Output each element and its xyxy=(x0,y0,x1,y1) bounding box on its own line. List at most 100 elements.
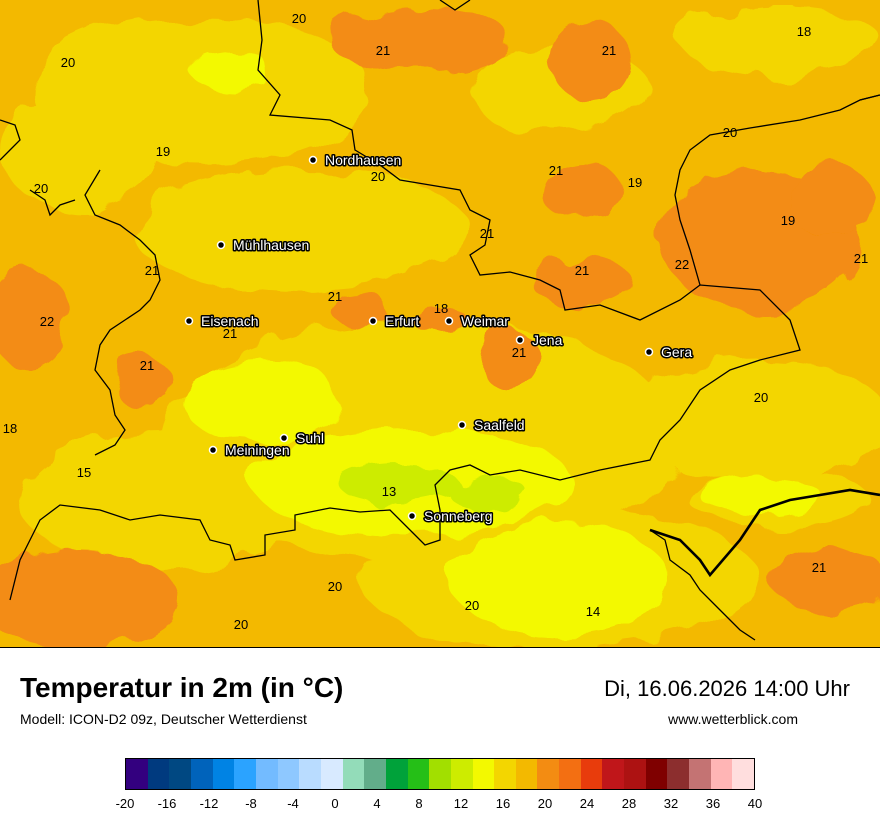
website-link[interactable]: www.wetterblick.com xyxy=(668,711,798,727)
legend-swatch xyxy=(472,759,495,789)
city-marker: Eisenach xyxy=(184,312,260,331)
legend-swatch xyxy=(299,759,321,789)
legend-swatch xyxy=(602,759,625,789)
legend-swatch xyxy=(429,759,451,789)
legend-tick-label: -4 xyxy=(287,796,299,811)
legend-swatch xyxy=(169,759,191,789)
legend-swatch xyxy=(732,759,755,789)
city-marker: Nordhausen xyxy=(308,151,403,170)
temperature-value-label: 14 xyxy=(586,604,600,619)
legend-swatch xyxy=(645,759,668,789)
legend-swatch xyxy=(190,759,213,789)
city-dot xyxy=(368,316,378,326)
city-marker: Meiningen xyxy=(208,441,291,460)
city-marker: Mühlhausen xyxy=(216,236,311,255)
model-subtitle: Modell: ICON-D2 09z, Deutscher Wetterdie… xyxy=(20,711,307,727)
legend-swatch xyxy=(234,759,256,789)
legend-swatch xyxy=(624,759,646,789)
temperature-value-label: 18 xyxy=(434,301,448,316)
city-dot xyxy=(407,511,417,521)
temperature-value-label: 19 xyxy=(628,175,642,190)
temperature-value-label: 18 xyxy=(797,24,811,39)
city-dot xyxy=(444,316,454,326)
legend-tick-label: 4 xyxy=(373,796,381,811)
legend-swatch xyxy=(320,759,343,789)
temperature-value-label: 20 xyxy=(34,181,48,196)
city-marker: Weimar xyxy=(444,312,511,331)
temperature-value-label: 21 xyxy=(480,226,494,241)
temperature-value-label: 20 xyxy=(234,617,248,632)
legend-swatch xyxy=(255,759,278,789)
legend-tick-label: 12 xyxy=(453,796,469,811)
city-dot xyxy=(216,240,226,250)
temperature-map: 20 21 21 18 20 19 20 20 21 19 20 19 21 21 22 21 21 21 18 22… xyxy=(0,0,880,648)
legend-swatch xyxy=(407,759,430,789)
temperature-value-label: 19 xyxy=(781,213,795,228)
legend-tick-label: 20 xyxy=(537,796,553,811)
temperature-value-label: 21 xyxy=(376,43,390,58)
city-name: Jena xyxy=(532,332,563,348)
legend-tick-label: -16 xyxy=(157,796,177,811)
legend-swatch xyxy=(385,759,408,789)
legend-swatch xyxy=(342,759,365,789)
forecast-datetime: Di, 16.06.2026 14:00 Uhr xyxy=(604,676,850,701)
legend-swatch xyxy=(494,759,516,789)
color-legend xyxy=(125,758,755,790)
temperature-value-label: 13 xyxy=(382,484,396,499)
city-marker: Jena xyxy=(515,331,564,350)
page-title: Temperatur in 2m (in °C) xyxy=(20,672,344,703)
legend-tick-label: -20 xyxy=(115,796,135,811)
legend-tick-label: -12 xyxy=(199,796,219,811)
legend-swatch xyxy=(450,759,473,789)
city-dot xyxy=(184,316,194,326)
city-dot xyxy=(308,155,318,165)
city-name: Eisenach xyxy=(201,313,259,329)
legend-tick-label: 36 xyxy=(705,796,721,811)
temperature-value-label: 18 xyxy=(3,421,17,436)
legend-swatch xyxy=(689,759,711,789)
legend-swatch xyxy=(537,759,560,789)
city-dot xyxy=(279,433,289,443)
temperature-value-label: 20 xyxy=(754,390,768,405)
temperature-value-label: 21 xyxy=(223,326,237,341)
legend-swatch xyxy=(364,759,386,789)
legend-swatch xyxy=(212,759,235,789)
legend-swatch xyxy=(580,759,603,789)
temperature-value-label: 21 xyxy=(140,358,154,373)
temperature-value-label: 21 xyxy=(602,43,616,58)
temperature-value-label: 20 xyxy=(61,55,75,70)
temperature-field-areas xyxy=(0,5,880,647)
legend-tick-label: 32 xyxy=(663,796,679,811)
temperature-value-label: 22 xyxy=(40,314,54,329)
legend-swatch xyxy=(559,759,581,789)
city-dot xyxy=(208,445,218,455)
legend-swatch xyxy=(277,759,300,789)
borders xyxy=(0,0,880,641)
city-marker: Suhl xyxy=(279,429,326,448)
temperature-value-label: 20 xyxy=(465,598,479,613)
temperature-value-label: 20 xyxy=(328,579,342,594)
temperature-value-label: 21 xyxy=(512,345,526,360)
city-name: Saalfeld xyxy=(474,417,525,433)
legend-tick-label: 16 xyxy=(495,796,511,811)
legend-tick-label: 24 xyxy=(579,796,595,811)
legend-swatch xyxy=(710,759,733,789)
temperature-value-label: 21 xyxy=(145,263,159,278)
legend-tick-label: 28 xyxy=(621,796,637,811)
legend-tick-label: 40 xyxy=(747,796,763,811)
temperature-value-label: 20 xyxy=(371,169,385,184)
city-marker: Erfurt xyxy=(368,312,421,331)
temperature-value-label: 21 xyxy=(549,163,563,178)
temperature-value-label: 19 xyxy=(156,144,170,159)
city-dot xyxy=(515,335,525,345)
city-marker: Gera xyxy=(644,343,694,362)
legend-swatch xyxy=(147,759,170,789)
city-marker: Sonneberg xyxy=(407,507,494,526)
city-name: Nordhausen xyxy=(325,152,401,168)
temperature-value-label: 20 xyxy=(723,125,737,140)
temperature-value-label: 21 xyxy=(575,263,589,278)
temperature-value-label: 21 xyxy=(854,251,868,266)
temperature-value-label: 21 xyxy=(328,289,342,304)
city-name: Suhl xyxy=(296,430,324,446)
city-dot xyxy=(457,420,467,430)
